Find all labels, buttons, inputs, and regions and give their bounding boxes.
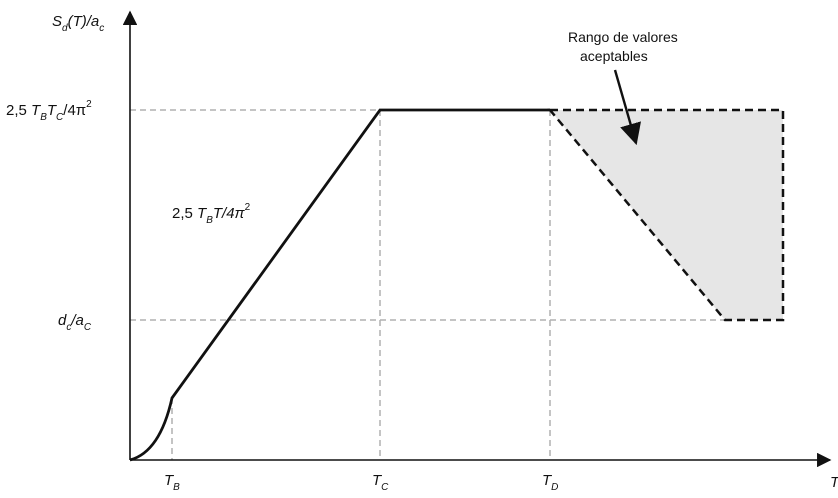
y-axis-label: Sd(T)/ac xyxy=(52,13,104,34)
guide-lines xyxy=(130,109,725,460)
y-tick-plateau: 2,5 TBTC/4π2 xyxy=(6,99,92,123)
curve-label: 2,5 TBT/4π2 xyxy=(172,202,251,226)
x-tick-tc: TC xyxy=(372,472,389,493)
annotation-text-line2: aceptables xyxy=(580,48,648,64)
annotation-text-line1: Rango de valores xyxy=(568,29,678,45)
x-axis-arrow-label: T xyxy=(830,474,838,491)
acceptable-range-region xyxy=(547,108,785,322)
annotation-arrow xyxy=(613,69,642,146)
y-tick-dc-ac: dc/aC xyxy=(58,312,92,333)
spectrum-curve xyxy=(129,108,550,462)
x-tick-tb: TB xyxy=(164,472,180,493)
x-tick-td: TD xyxy=(542,472,558,493)
